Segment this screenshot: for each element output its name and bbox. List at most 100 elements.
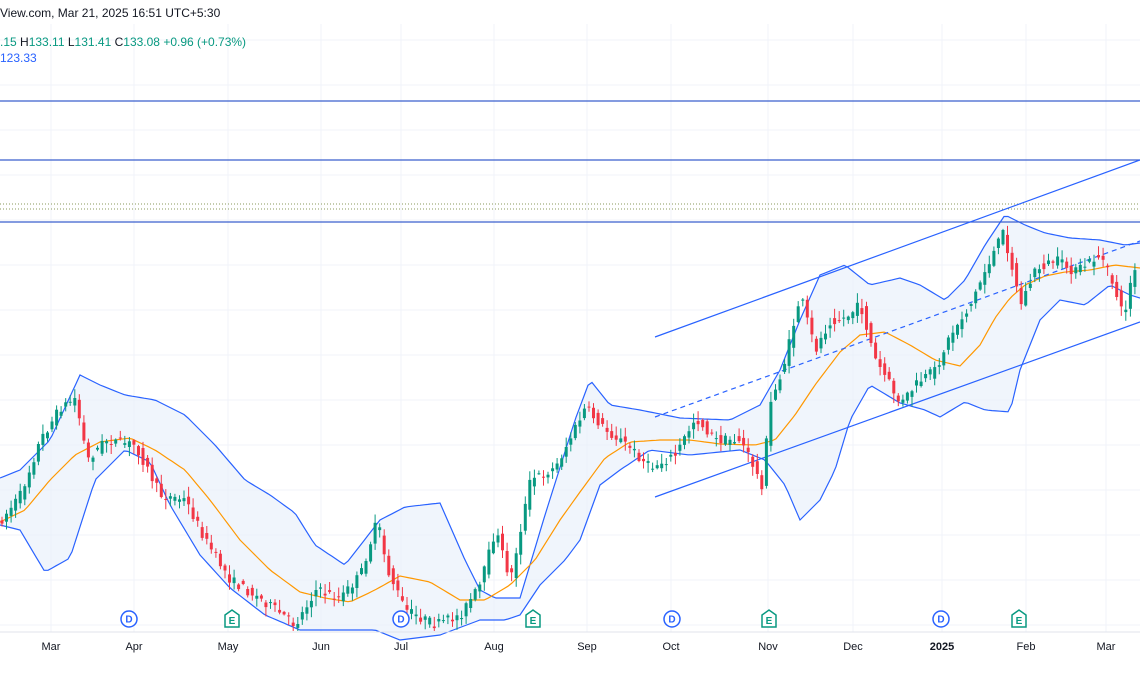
candle-body: [814, 338, 818, 352]
x-tick-label: Jul: [394, 641, 408, 653]
candle-body: [387, 555, 391, 576]
candle-body: [1119, 290, 1123, 307]
channel-lower-line[interactable]: [654, 321, 1140, 498]
earnings-event-marker[interactable]: E: [761, 609, 777, 628]
trend-channel[interactable]: [654, 159, 1140, 498]
bollinger-basis-line: [0, 264, 1140, 603]
ohlc-high: 133.11: [28, 35, 65, 49]
candle-body: [1024, 291, 1028, 306]
candle-body: [127, 441, 131, 447]
candle-body: [27, 472, 31, 488]
candle-body: [564, 447, 568, 457]
earnings-event-marker[interactable]: E: [525, 609, 541, 628]
candle-body: [532, 477, 536, 487]
candle-body: [865, 306, 868, 330]
channel-upper-line[interactable]: [654, 159, 1140, 338]
candle-body: [146, 457, 150, 467]
bollinger-upper-band: [0, 215, 1140, 599]
candle-body: [137, 446, 140, 456]
x-tick-label: 2025: [930, 641, 954, 653]
candle-body: [683, 436, 686, 445]
candle-body: [646, 461, 650, 463]
ohlc-open: .15: [0, 35, 17, 49]
candle-body: [1019, 288, 1023, 305]
candle-body: [937, 365, 941, 367]
candle-body: [783, 363, 787, 372]
candle-body: [942, 352, 946, 366]
candle-body: [542, 476, 545, 478]
candle-body: [36, 444, 40, 462]
candle-body: [1128, 282, 1132, 309]
candle-body: [933, 367, 937, 379]
candle-body: [896, 395, 900, 402]
candle-body: [1001, 230, 1005, 245]
event-letter: E: [766, 616, 773, 627]
candle-body: [1006, 234, 1009, 254]
candle-body: [250, 587, 254, 596]
event-letter: E: [229, 616, 236, 627]
candle-body: [168, 496, 172, 499]
dividend-event-marker[interactable]: D: [120, 610, 138, 628]
candle-body: [869, 323, 873, 343]
candle-body: [537, 473, 541, 475]
candle-body: [328, 590, 332, 592]
candle-body: [191, 507, 195, 519]
channel-mid-line[interactable]: [654, 240, 1140, 418]
ohlc-close: 133.08: [123, 35, 160, 49]
candle-body: [86, 442, 90, 458]
x-tick-label: Sep: [577, 641, 597, 653]
candle-body: [628, 445, 632, 448]
candle-body: [218, 553, 222, 567]
candle-body: [5, 513, 8, 522]
candle-body: [819, 337, 823, 349]
candle-body: [273, 602, 277, 606]
indicator-value: 123.33: [0, 51, 37, 65]
earnings-event-marker[interactable]: E: [224, 609, 240, 628]
dividend-event-marker[interactable]: D: [663, 610, 681, 628]
earnings-event-marker[interactable]: E: [1011, 609, 1027, 628]
candle-body: [1092, 261, 1096, 267]
event-letter: E: [530, 616, 537, 627]
candle-body: [1010, 252, 1014, 270]
candle-body: [464, 603, 468, 617]
horizontal-levels[interactable]: [0, 100, 1140, 223]
candle-body: [314, 590, 318, 597]
candle-body: [228, 574, 231, 583]
candle-body: [905, 392, 909, 401]
ohlc-change: +0.96 (+0.73%): [163, 35, 247, 49]
candle-body: [68, 401, 72, 403]
candle-body: [551, 468, 555, 472]
candle-body: [428, 617, 432, 625]
x-tick-label: Oct: [662, 641, 679, 653]
candle-body: [928, 369, 932, 375]
candle-body: [769, 401, 773, 446]
candle-body: [59, 411, 63, 416]
candle-body: [592, 407, 595, 419]
candle-body: [373, 522, 377, 544]
candle-body: [77, 399, 81, 419]
time-axis[interactable]: Mar Apr May Jun Jul Aug Sep Oct Nov Dec 2025 Feb Mar: [42, 641, 1116, 653]
candle-body: [164, 499, 168, 500]
candle-body: [528, 479, 532, 510]
candle-body: [974, 291, 978, 304]
candle-body: [587, 406, 591, 408]
candle-body: [1097, 255, 1100, 258]
candle-body: [969, 304, 973, 306]
candle-body: [350, 587, 354, 594]
chart-source-line: View.com, Mar 21, 2025 16:51 UTC+5:30: [0, 6, 221, 20]
candle-body: [664, 464, 668, 466]
candle-body: [924, 374, 928, 379]
dividend-event-marker[interactable]: D: [932, 610, 950, 628]
dividend-event-marker[interactable]: D: [392, 610, 410, 628]
candle-body: [105, 441, 109, 444]
candle-body: [491, 541, 495, 554]
ohlc-low-label: L: [67, 35, 75, 49]
candle-body: [987, 264, 991, 274]
candle-body: [1056, 256, 1060, 266]
candle-body: [760, 475, 764, 490]
ohlc-high-label: H: [20, 35, 29, 49]
candle-body: [705, 421, 709, 435]
candle-body: [737, 436, 741, 442]
